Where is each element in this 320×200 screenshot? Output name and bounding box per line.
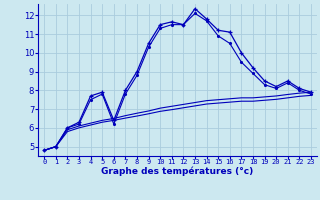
X-axis label: Graphe des températures (°c): Graphe des températures (°c) (101, 166, 254, 176)
